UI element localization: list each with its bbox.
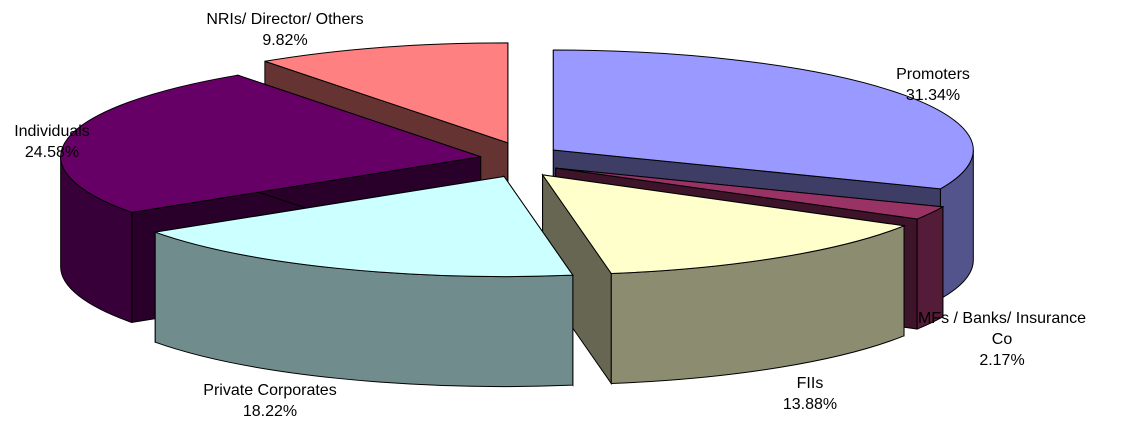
slice-top — [155, 175, 574, 278]
slice-name: Individuals — [14, 123, 90, 140]
slice-name: NRIs/ Director/ Others — [206, 11, 364, 28]
slice-name: Private Corporates — [203, 382, 337, 399]
slice-value: 24.58% — [24, 144, 80, 161]
slice-label-private-corporates: Private Corporates 18.22% — [180, 380, 360, 422]
slice-label-promoters: Promoters 31.34% — [858, 64, 1008, 106]
slice-label-nris-director-others: NRIs/ Director/ Others 9.82% — [185, 9, 385, 51]
slice-label-mfs-banks: MFs / Banks/ Insurance Co 2.17% — [906, 308, 1098, 371]
slice-top — [541, 174, 906, 275]
slice-private-corporates — [154, 174, 574, 388]
slice-name: FIIs — [796, 375, 824, 392]
slice-top — [264, 42, 509, 144]
slice-top — [552, 49, 974, 190]
slice-value: 13.88% — [782, 396, 838, 413]
slice-top — [60, 74, 481, 213]
slice-label-individuals: Individuals 24.58% — [6, 121, 98, 163]
slice-value: 31.34% — [905, 87, 961, 104]
slice-value: 18.22% — [242, 403, 298, 420]
slice-value: 9.82% — [262, 32, 308, 49]
slice-sides — [60, 42, 974, 388]
slice-top — [555, 167, 945, 220]
slice-fiis — [541, 173, 906, 386]
slice-value: 2.17% — [979, 352, 1025, 369]
slice-name: MFs / Banks/ Insurance Co — [917, 310, 1087, 348]
slice-label-fiis: FIIs 13.88% — [760, 373, 860, 415]
slice-name: Promoters — [896, 66, 970, 83]
